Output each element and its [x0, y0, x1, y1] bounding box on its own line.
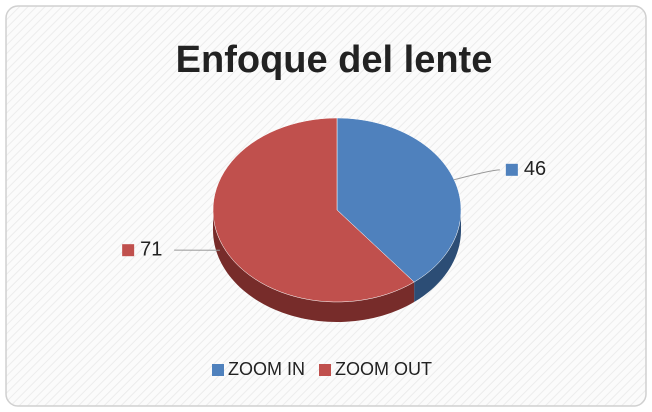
- data-label-key: [505, 163, 518, 176]
- legend-label: ZOOM IN: [228, 359, 305, 379]
- leader-line: [453, 169, 500, 181]
- pie-slice: [212, 117, 415, 303]
- data-label-key: [122, 244, 135, 257]
- pie-slice-side: [414, 210, 461, 303]
- pie-slice-side: [213, 210, 415, 322]
- data-label: 71: [140, 238, 162, 260]
- legend-key: [319, 364, 331, 376]
- chart-title: Enfoque del lente: [176, 39, 493, 81]
- legend-label: ZOOM OUT: [335, 359, 432, 379]
- legend-key: [212, 364, 224, 376]
- data-label: 46: [524, 158, 546, 180]
